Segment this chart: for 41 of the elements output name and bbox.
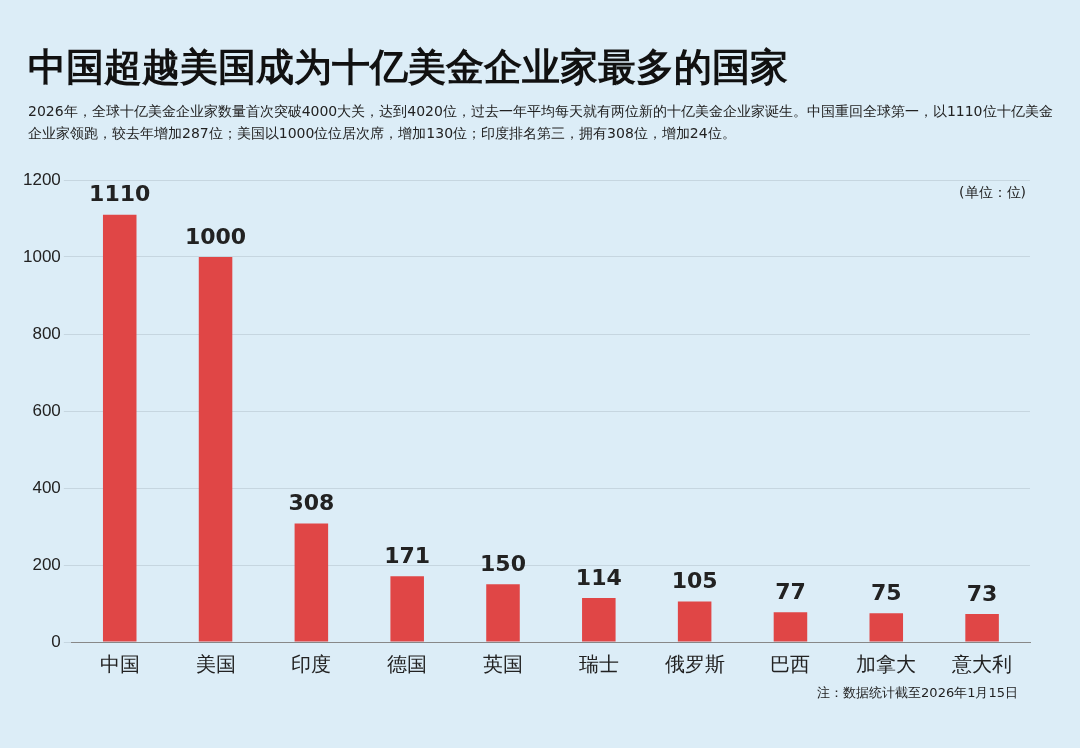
data-label: 73 (966, 580, 998, 606)
bar (198, 257, 233, 642)
data-label: 150 (480, 550, 526, 576)
y-tick-label: 200 (32, 554, 61, 574)
bar (390, 576, 424, 642)
bar (294, 523, 329, 642)
x-tick-label: 德国 (387, 652, 428, 675)
data-label: 308 (288, 490, 335, 516)
y-tick-label: 800 (32, 323, 61, 343)
bar (773, 612, 808, 642)
bar (869, 613, 904, 642)
data-label: 171 (384, 542, 431, 568)
bar (102, 214, 137, 642)
annotation: (单位：位) (959, 184, 1026, 202)
x-tick-label: 意大利 (951, 652, 1013, 675)
data-label: 1110 (89, 181, 151, 207)
x-tick-label: 加拿大 (856, 652, 917, 675)
data-label: 75 (870, 579, 902, 605)
chart-subtitle: 2026年，全球十亿美金企业家数量首次突破4000大关，达到4020位，过去一年平均每天就有两位新的十亿美金企业家诞生。中国重回全球第一，以1110位十亿美金企业家领跑，较去年增加287位；美国以1000位位居次席，增加130位；印度排名第三，拥有308位，增加24位。 (28, 102, 1054, 143)
x-tick-label: 瑞士 (578, 652, 619, 675)
data-label: 114 (575, 564, 622, 590)
x-tick-label: 巴西 (770, 652, 811, 675)
x-tick-label: 中国 (99, 652, 140, 675)
x-tick-label: 俄罗斯 (664, 652, 725, 675)
bar (677, 601, 712, 642)
bar (965, 613, 999, 642)
y-tick-label: 600 (32, 400, 61, 420)
y-tick-label: 1200 (22, 169, 61, 189)
x-tick-label: 英国 (483, 652, 523, 675)
y-tick-label: 400 (32, 477, 61, 497)
bar (582, 598, 616, 642)
data-label: 77 (775, 579, 806, 605)
x-tick-label: 美国 (195, 652, 236, 675)
bar (486, 584, 520, 642)
data-label: 105 (671, 568, 718, 594)
data-label: 1000 (184, 223, 247, 249)
y-tick-label: 0 (51, 631, 61, 651)
y-tick-label: 1000 (22, 246, 61, 266)
x-tick-label: 印度 (291, 652, 332, 675)
chart-title: 中国超越美国成为十亿美金企业家最多的国家 (28, 44, 788, 91)
text: 注：数据统计截至2026年1月15日 (817, 684, 1018, 702)
